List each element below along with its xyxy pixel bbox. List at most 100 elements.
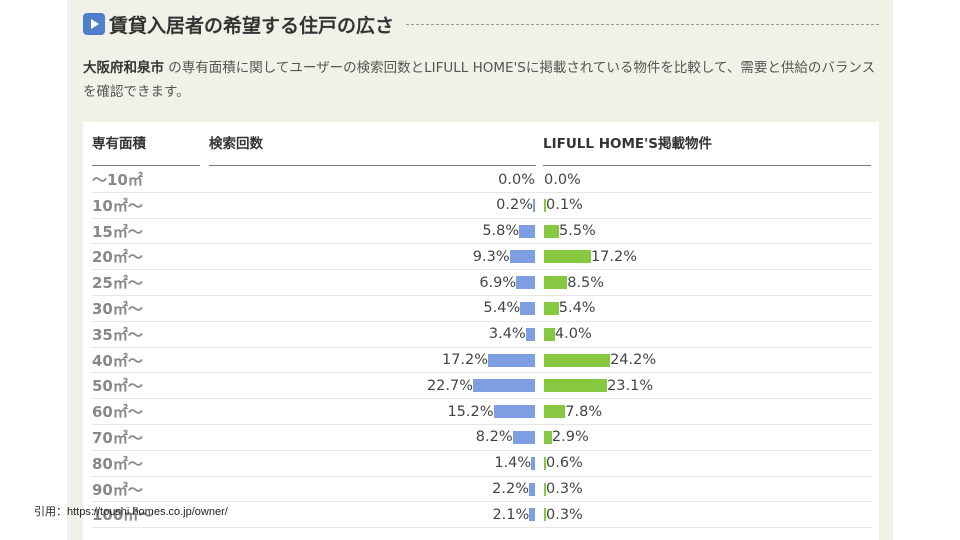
- area-label: 15㎡～: [92, 222, 143, 241]
- table-row: 20㎡～ 9.3% 17.2%: [92, 244, 871, 271]
- area-label: 100㎡～: [92, 506, 154, 525]
- listings-value: 8.5%: [567, 274, 605, 291]
- listings-value: 17.2%: [590, 248, 638, 265]
- search-bar: [529, 482, 535, 496]
- citation: 引用：https://toushi.homes.co.jp/owner/: [34, 506, 228, 518]
- listings-value: 0.6%: [546, 455, 583, 472]
- area-label: 40㎡～: [92, 351, 143, 370]
- listings-cell: 23.1%: [544, 373, 653, 398]
- search-value: 15.2%: [447, 403, 494, 420]
- listings-value: 0.0%: [544, 171, 581, 188]
- listings-bar: [544, 482, 546, 496]
- search-bar: [533, 198, 535, 212]
- search-cell: 17.2%: [442, 348, 535, 373]
- search-bar: [488, 353, 535, 367]
- listings-value: 4.0%: [554, 326, 592, 343]
- table-row: 30㎡～ 5.4% 5.4%: [92, 296, 871, 322]
- search-value: 2.1%: [492, 506, 530, 523]
- listings-cell: 0.3%: [544, 502, 583, 527]
- search-value: 17.2%: [441, 352, 489, 369]
- search-value: 22.7%: [426, 377, 474, 394]
- search-value: 5.4%: [483, 300, 521, 317]
- area-label: ～10㎡: [92, 171, 143, 189]
- listings-cell: 2.9%: [544, 425, 589, 450]
- search-cell: 1.4%: [494, 451, 535, 476]
- table-row: 100㎡～ 2.1% 0.3%: [92, 502, 871, 529]
- search-bar: [531, 456, 535, 470]
- listings-cell: 0.6%: [544, 451, 583, 476]
- description-text: の専有面積に関してユーザーの検索回数とLIFULL HOME'Sに掲載されている…: [83, 60, 876, 100]
- search-cell: 9.3%: [473, 244, 535, 269]
- listings-bar: [544, 508, 546, 522]
- listings-bar: [544, 327, 555, 341]
- listings-cell: 7.8%: [544, 399, 602, 424]
- search-cell: 3.4%: [489, 322, 535, 347]
- search-cell: 15.2%: [447, 399, 535, 424]
- listings-cell: 5.4%: [544, 296, 596, 321]
- search-bar: [512, 430, 535, 444]
- search-bar: [493, 405, 535, 419]
- table-row: 70㎡～ 8.2% 2.9%: [92, 425, 871, 451]
- search-value: 9.3%: [472, 248, 510, 265]
- search-bar: [516, 276, 535, 290]
- listings-cell: 5.5%: [544, 219, 596, 244]
- listings-bar: [544, 405, 566, 419]
- listings-cell: 0.3%: [544, 477, 583, 502]
- listings-value: 5.4%: [558, 300, 596, 317]
- area-label: 20㎡～: [92, 248, 143, 267]
- table-row: ～10㎡ 0.0% 0.0%: [92, 167, 871, 193]
- listings-value: 2.9%: [551, 429, 589, 446]
- listings-bar: [544, 430, 552, 444]
- heading-divider: [406, 23, 879, 25]
- city-name: 大阪府和泉市: [83, 60, 164, 76]
- listings-bar: [544, 276, 568, 290]
- search-bar: [519, 224, 535, 238]
- search-value: 5.8%: [482, 223, 520, 240]
- search-bar: [473, 379, 535, 393]
- header-search: 検索回数: [209, 132, 536, 166]
- area-label: 60㎡～: [92, 403, 143, 422]
- listings-bar: [544, 224, 559, 238]
- search-cell: 8.2%: [476, 425, 535, 450]
- listings-cell: 0.1%: [544, 193, 583, 218]
- table-row: 80㎡～ 1.4% 0.6%: [92, 451, 871, 477]
- section-heading: 賃貸入居者の希望する住戸の広さ: [83, 11, 879, 37]
- section-title: 賃貸入居者の希望する住戸の広さ: [109, 14, 395, 37]
- listings-bar: [544, 250, 591, 264]
- search-bar: [525, 327, 535, 341]
- search-cell: 5.4%: [483, 296, 535, 321]
- area-label: 30㎡～: [92, 299, 143, 318]
- listings-cell: 17.2%: [544, 244, 637, 269]
- area-label: 50㎡～: [92, 377, 143, 396]
- search-value: 8.2%: [475, 429, 513, 446]
- area-label: 70㎡～: [92, 428, 143, 447]
- listings-bar: [544, 379, 608, 393]
- search-cell: 0.2%: [496, 193, 535, 218]
- area-label: 80㎡～: [92, 454, 143, 473]
- listings-cell: 0.0%: [544, 167, 581, 192]
- search-cell: 2.1%: [492, 502, 535, 527]
- search-cell: 0.0%: [498, 167, 535, 192]
- listings-value: 23.1%: [607, 377, 654, 394]
- search-bar: [509, 250, 535, 264]
- search-value: 0.0%: [498, 171, 535, 188]
- search-cell: 5.8%: [482, 219, 535, 244]
- listings-value: 0.1%: [546, 197, 583, 214]
- search-value: 1.4%: [494, 455, 532, 472]
- search-value: 2.2%: [492, 481, 529, 498]
- search-cell: 2.2%: [492, 477, 535, 502]
- area-label: 25㎡～: [92, 274, 143, 293]
- area-label: 35㎡～: [92, 325, 143, 344]
- listings-value: 7.8%: [565, 403, 603, 420]
- section-description: 大阪府和泉市 の専有面積に関してユーザーの検索回数とLIFULL HOME'Sに…: [83, 56, 879, 104]
- listings-value: 5.5%: [559, 223, 596, 240]
- search-bar: [529, 508, 535, 522]
- listings-value: 0.3%: [546, 506, 583, 523]
- table-row: 40㎡～ 17.2% 24.2%: [92, 348, 871, 374]
- listings-value: 24.2%: [610, 352, 657, 369]
- search-cell: 6.9%: [479, 270, 535, 295]
- table-row: 50㎡～ 22.7% 23.1%: [92, 373, 871, 400]
- listings-cell: 4.0%: [544, 322, 592, 347]
- table-body: ～10㎡ 0.0% 0.0% 10㎡～ 0.2% 0.1% 15㎡～ 5.8% 5.5% 20㎡～…: [92, 167, 871, 529]
- table-row: 90㎡～ 2.2% 0.3%: [92, 477, 871, 503]
